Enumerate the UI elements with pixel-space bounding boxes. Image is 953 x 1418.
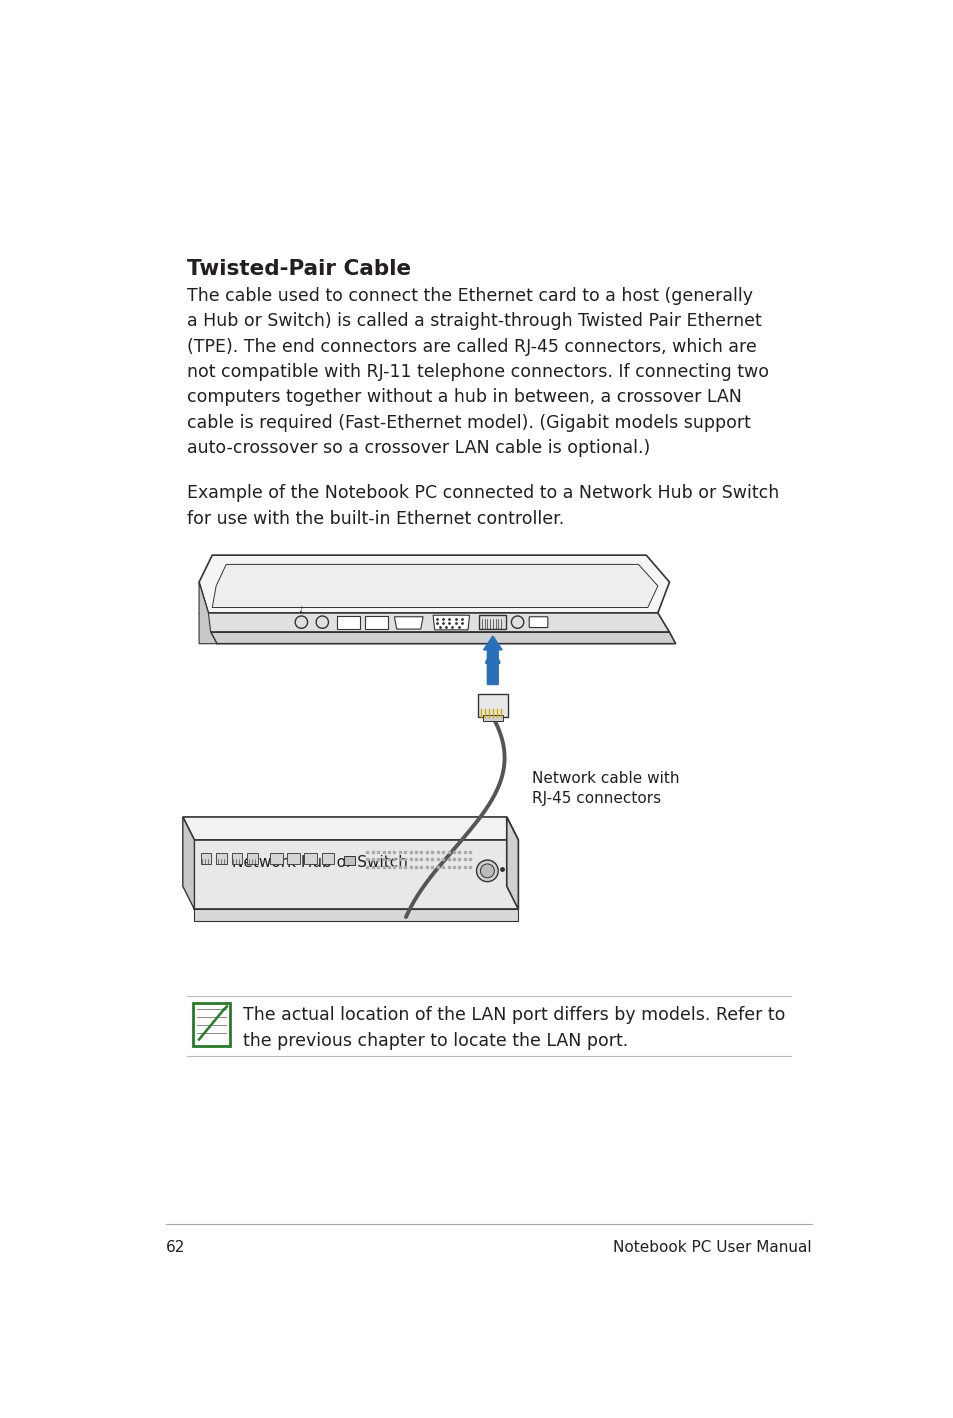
Text: Twisted-Pair Cable: Twisted-Pair Cable bbox=[187, 258, 411, 279]
Text: 62: 62 bbox=[166, 1241, 185, 1255]
FancyBboxPatch shape bbox=[193, 1004, 230, 1045]
FancyBboxPatch shape bbox=[482, 715, 502, 720]
Polygon shape bbox=[199, 556, 669, 613]
FancyBboxPatch shape bbox=[344, 856, 355, 865]
Text: ♪: ♪ bbox=[298, 605, 304, 614]
FancyBboxPatch shape bbox=[321, 854, 334, 864]
FancyBboxPatch shape bbox=[200, 854, 212, 864]
Text: Network Hub or Switch: Network Hub or Switch bbox=[232, 855, 407, 871]
FancyBboxPatch shape bbox=[478, 615, 506, 630]
FancyBboxPatch shape bbox=[477, 693, 507, 718]
Text: Example of the Notebook PC connected to a Network Hub or Switch
for use with the: Example of the Notebook PC connected to … bbox=[187, 485, 778, 527]
FancyBboxPatch shape bbox=[216, 854, 227, 864]
FancyBboxPatch shape bbox=[365, 615, 387, 628]
FancyArrow shape bbox=[483, 637, 501, 685]
Polygon shape bbox=[506, 817, 517, 909]
Text: The actual location of the LAN port differs by models. Refer to
the previous cha: The actual location of the LAN port diff… bbox=[243, 1007, 785, 1051]
FancyBboxPatch shape bbox=[529, 617, 547, 628]
FancyBboxPatch shape bbox=[304, 854, 316, 864]
FancyBboxPatch shape bbox=[232, 854, 242, 864]
Text: Notebook PC User Manual: Notebook PC User Manual bbox=[613, 1241, 811, 1255]
Polygon shape bbox=[211, 632, 675, 644]
Text: The cable used to connect the Ethernet card to a host (generally
a Hub or Switch: The cable used to connect the Ethernet c… bbox=[187, 288, 768, 457]
Polygon shape bbox=[433, 615, 469, 630]
Polygon shape bbox=[183, 817, 194, 909]
Polygon shape bbox=[183, 817, 517, 839]
Polygon shape bbox=[194, 839, 517, 909]
Text: Network cable with
RJ-45 connectors: Network cable with RJ-45 connectors bbox=[531, 771, 679, 805]
Circle shape bbox=[480, 864, 494, 878]
FancyBboxPatch shape bbox=[270, 854, 282, 864]
FancyBboxPatch shape bbox=[287, 854, 299, 864]
Polygon shape bbox=[394, 617, 422, 630]
Polygon shape bbox=[212, 564, 658, 607]
Polygon shape bbox=[199, 613, 669, 632]
Circle shape bbox=[476, 861, 497, 882]
Polygon shape bbox=[194, 909, 517, 920]
FancyBboxPatch shape bbox=[247, 854, 257, 864]
Polygon shape bbox=[199, 583, 216, 644]
FancyBboxPatch shape bbox=[337, 615, 359, 628]
